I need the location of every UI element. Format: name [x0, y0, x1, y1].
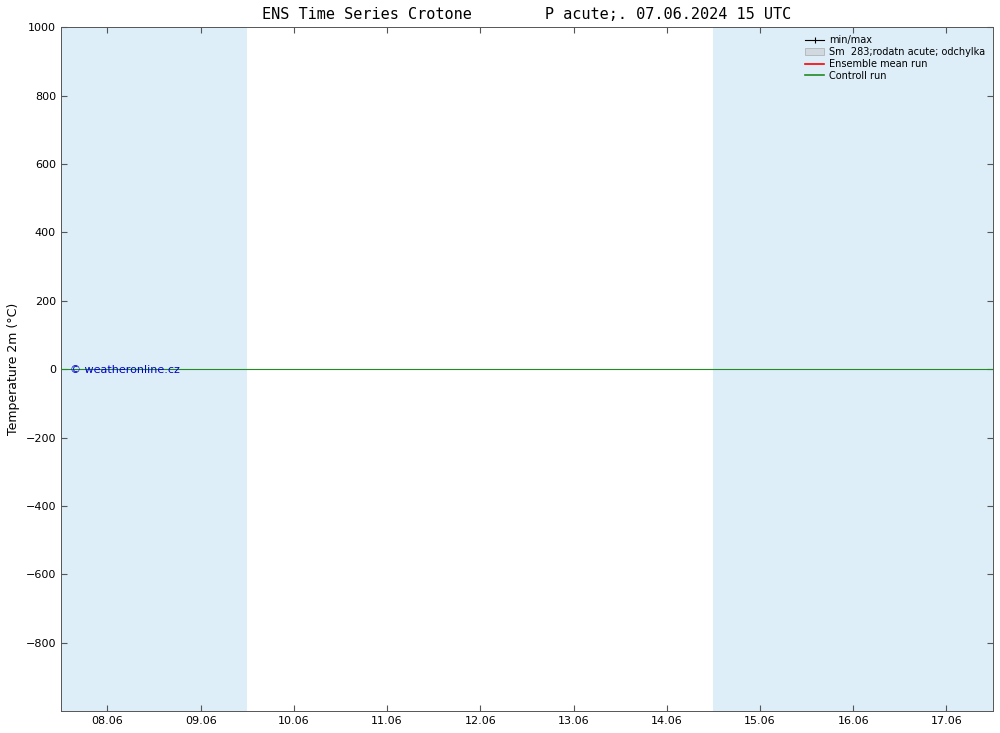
Legend: min/max, Sm  283;rodatn acute; odchylka, Ensemble mean run, Controll run: min/max, Sm 283;rodatn acute; odchylka, … — [802, 32, 988, 84]
Bar — [900, 27, 993, 711]
Bar — [807, 27, 900, 711]
Title: ENS Time Series Crotone        P acute;. 07.06.2024 15 UTC: ENS Time Series Crotone P acute;. 07.06.… — [262, 7, 792, 22]
Bar — [713, 27, 807, 711]
Bar — [154, 27, 247, 711]
Y-axis label: Temperature 2m (°C): Temperature 2m (°C) — [7, 303, 20, 435]
Bar — [61, 27, 154, 711]
Text: © weatheronline.cz: © weatheronline.cz — [70, 365, 180, 375]
